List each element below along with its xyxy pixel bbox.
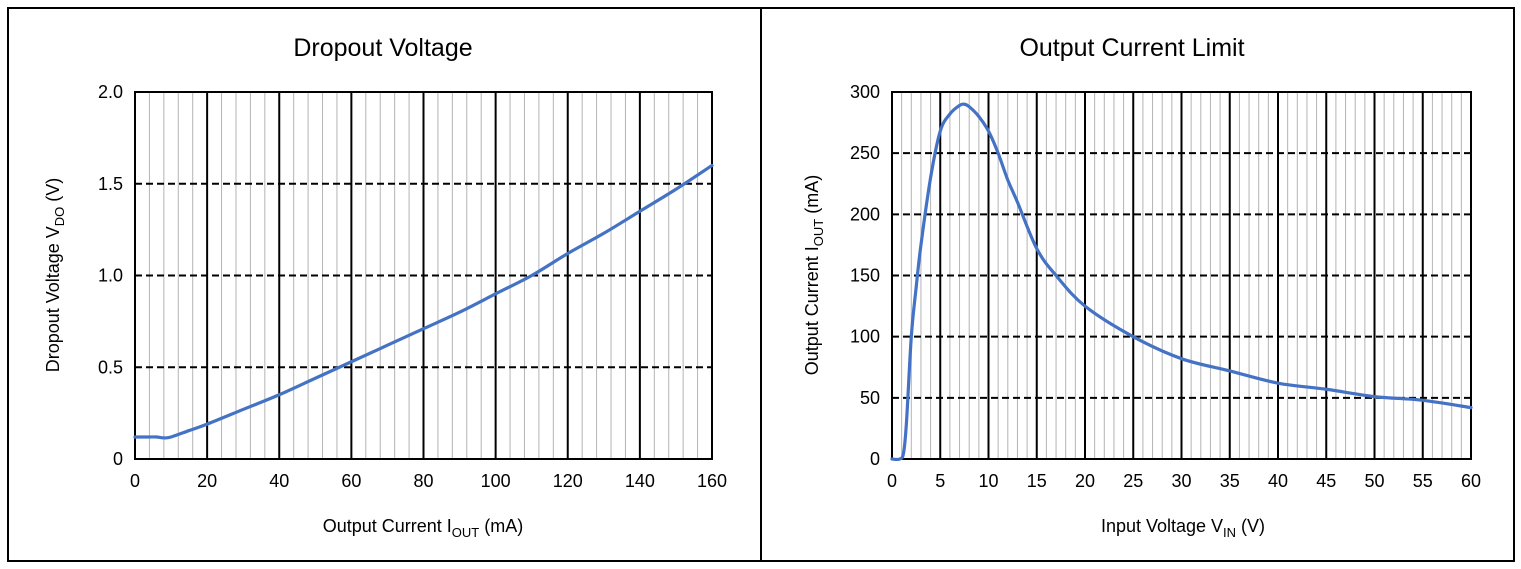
x-tick-label: 55 (1413, 471, 1433, 491)
y-tick-label: 2.0 (98, 82, 123, 102)
x-tick-label: 5 (935, 471, 945, 491)
x-axis-label: Output Current IOUT (mA) (323, 516, 524, 540)
x-tick-label: 30 (1171, 471, 1191, 491)
x-tick-label: 120 (553, 471, 583, 491)
plot-area: 0 5 10 15 20 25 30 35 40 45 50 55 60 0 50 100 150 200 250 3… (850, 82, 1481, 491)
y-axis-label: Dropout Voltage VDO (V) (43, 178, 67, 373)
y-axis-label-tail: (mA) (802, 175, 822, 219)
x-tick-label: 60 (341, 471, 361, 491)
x-tick-label: 35 (1220, 471, 1240, 491)
y-tick-label: 250 (850, 143, 880, 163)
y-axis-label-tail: (V) (43, 178, 63, 207)
x-tick-label: 80 (413, 471, 433, 491)
y-tick-label: 50 (860, 388, 880, 408)
plot-area: 0 20 40 60 80 100 120 140 160 0 0.5 1.0 1.5 2.0 (98, 82, 727, 491)
y-axis-label-main: Output Current I (802, 246, 822, 375)
y-tick-label: 200 (850, 204, 880, 224)
series-line (133, 163, 714, 440)
y-tick-label: 150 (850, 266, 880, 286)
x-tick-label: 100 (481, 471, 511, 491)
y-tick-label: 0.5 (98, 357, 123, 377)
x-tick-label: 0 (130, 471, 140, 491)
plot-border (134, 91, 713, 460)
x-axis-label-main: Input Voltage V (1101, 516, 1223, 536)
y-axis-label-sub: DO (52, 207, 67, 227)
x-axis-label-sub: IN (1223, 525, 1236, 540)
x-tick-label: 160 (697, 471, 727, 491)
x-tick-label: 40 (1268, 471, 1288, 491)
y-axis-label-main: Dropout Voltage V (43, 226, 63, 372)
x-tick-label: 45 (1316, 471, 1336, 491)
x-tick-label: 25 (1123, 471, 1143, 491)
series-line (890, 102, 1473, 462)
x-tick-label: 15 (1027, 471, 1047, 491)
panel-frame-right (760, 7, 1515, 562)
y-tick-label: 0 (113, 449, 123, 469)
y-axis-label: Output Current IOUT (mA) (802, 175, 826, 376)
x-tick-label: 10 (978, 471, 998, 491)
x-tick-label: 40 (269, 471, 289, 491)
x-tick-label: 60 (1461, 471, 1481, 491)
y-tick-label: 1.5 (98, 174, 123, 194)
chart-title: Dropout Voltage (293, 34, 472, 62)
x-axis-label-sub: OUT (452, 525, 480, 540)
x-axis-label-tail: (V) (1236, 516, 1265, 536)
output-current-limit-chart: Output Current Limit 0 5 10 15 20 25 30 35 40 45 5… (802, 34, 1481, 540)
dropout-voltage-chart: Dropout Voltage 0 20 40 60 80 100 120 140 160 0 0.… (43, 34, 727, 540)
y-tick-label: 0 (870, 449, 880, 469)
x-tick-label: 140 (625, 471, 655, 491)
x-axis-label: Input Voltage VIN (V) (1101, 516, 1265, 540)
x-axis-label-tail: (mA) (479, 516, 523, 536)
plot-border (891, 91, 1472, 460)
x-tick-label: 50 (1364, 471, 1384, 491)
x-tick-label: 20 (197, 471, 217, 491)
y-tick-label: 100 (850, 327, 880, 347)
y-tick-label: 1.0 (98, 266, 123, 286)
x-tick-label: 20 (1075, 471, 1095, 491)
x-axis-label-main: Output Current I (323, 516, 452, 536)
x-tick-label: 0 (887, 471, 897, 491)
y-axis-label-sub: OUT (811, 219, 826, 247)
chart-title: Output Current Limit (1019, 34, 1244, 62)
y-tick-label: 300 (850, 82, 880, 102)
